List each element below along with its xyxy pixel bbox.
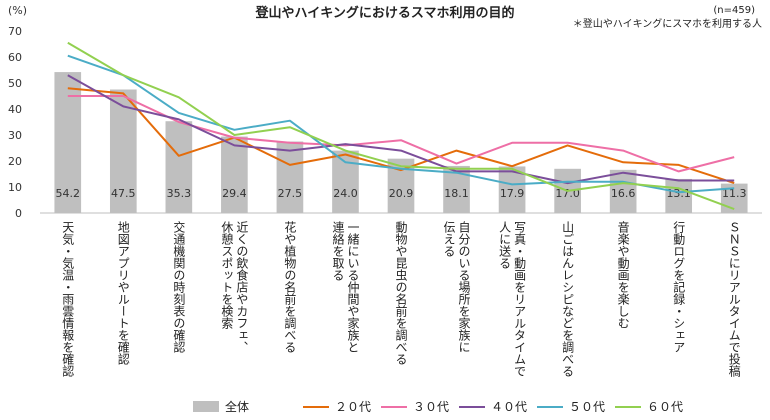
category-label: 音楽や動画を楽しむ (616, 220, 630, 329)
bar-value-label: 18.1 (444, 187, 469, 200)
category-label: 人に送る (498, 221, 512, 269)
category-label: 休憩スポットを検索 (220, 221, 234, 329)
y-tick-label: 60 (8, 51, 22, 64)
y-tick-label: 70 (8, 25, 22, 38)
legend-label: ６０代 (647, 400, 683, 414)
bar (332, 150, 359, 213)
category-label: 山ごはんレシピなどを調べる (561, 221, 575, 377)
category-label: 交通機関の時刻表の確認 (172, 220, 186, 353)
bar-value-label: 47.5 (111, 187, 136, 200)
y-tick-label: 40 (8, 103, 22, 116)
category-label: 一緒にいる仲間や家族と (346, 221, 360, 353)
y-axis-label: (%) (8, 4, 27, 17)
chart-note: ＊登山やハイキングにスマホを利用する人 (573, 17, 762, 30)
y-tick-label: 0 (15, 207, 22, 220)
category-label: ＳＮＳにリアルタイムで投稿 (727, 221, 741, 378)
category-label: 動物や昆虫の名前を調べる (394, 221, 408, 365)
bar-value-label: 54.2 (56, 187, 81, 200)
bar-value-label: 16.6 (611, 187, 636, 200)
bar-value-label: 35.3 (167, 187, 192, 200)
sample-size: (n=459) (713, 5, 755, 16)
category-label: 近くの飲食店やカフェ、 (235, 221, 249, 353)
category-label: 自分のいる場所を家族に (457, 221, 471, 353)
bar-value-label: 17.9 (500, 187, 525, 200)
bar (165, 121, 193, 213)
line-series (67, 41, 735, 211)
y-axis: 0 10 20 30 40 50 60 70 (8, 25, 22, 220)
chart-title: 登山やハイキングにおけるスマホ利用の目的 (255, 5, 515, 21)
category-label: 行動ログを記録・シェア (672, 221, 686, 353)
legend-label: ２０代 (335, 400, 371, 414)
legend-swatch-bar (193, 401, 219, 412)
y-tick-label: 30 (8, 129, 22, 142)
legend: 全体 ２０代 ３０代 ４０代 ５０代 ６０代 (193, 399, 683, 414)
bar (276, 141, 304, 213)
category-labels: 天気・気温・雨雲情報を確認 地図アプリやルートを確認 交通機関の時刻表の確認 近くの飲… (61, 220, 741, 378)
category-label: 写真・動画をリアルタイムで (513, 221, 527, 377)
category-label: 伝える (442, 221, 456, 257)
bar-value-label: 24.0 (333, 187, 358, 200)
y-tick-label: 20 (8, 155, 22, 168)
series-line (67, 95, 735, 173)
bar (665, 178, 693, 213)
y-tick-label: 10 (8, 181, 22, 194)
bar-value-label: 29.4 (222, 187, 247, 200)
category-label: 花や植物の名前を調べる (283, 220, 297, 353)
category-label: 連絡を取る (331, 221, 345, 281)
y-tick-label: 50 (8, 77, 22, 90)
legend-label: 全体 (225, 399, 249, 414)
bar-value-label: 20.9 (389, 187, 414, 200)
legend-label: ５０代 (569, 400, 605, 414)
bar (221, 136, 248, 213)
category-label: 天気・気温・雨雲情報を確認 (61, 221, 75, 377)
bar-value-label: 27.5 (278, 187, 303, 200)
legend-label: ４０代 (491, 400, 527, 414)
series-line (67, 41, 735, 211)
bar-labels: 54.2 47.5 35.3 29.4 27.5 24.0 20.9 18.1 17.9 17.0… (56, 187, 747, 200)
series-line (67, 74, 735, 185)
bar (109, 89, 137, 213)
bar-value-label: 11.3 (722, 187, 747, 200)
legend-label: ３０代 (413, 400, 449, 414)
series-line (67, 87, 735, 185)
bar (609, 169, 637, 213)
category-label: 地図アプリやルートを確認 (116, 221, 130, 365)
series-line (67, 54, 735, 194)
